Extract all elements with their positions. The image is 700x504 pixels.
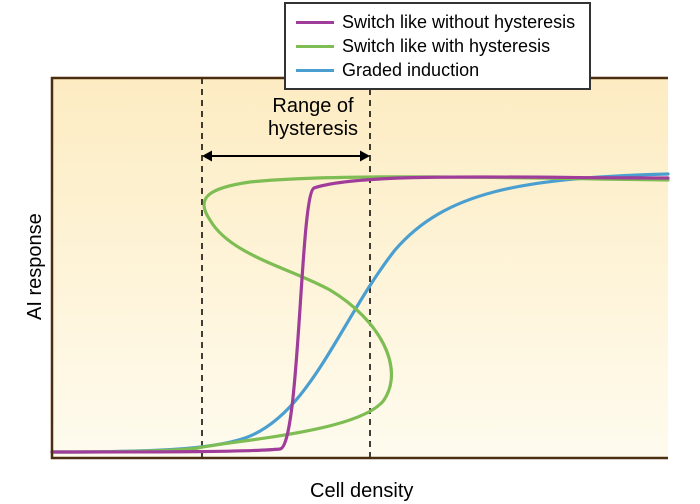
- range-label-line1: Range of: [272, 95, 353, 117]
- legend-item-1: Switch like with hysteresis: [296, 34, 575, 58]
- legend-swatch-0: [296, 21, 334, 24]
- legend: Switch like without hysteresis Switch lik…: [284, 2, 591, 90]
- legend-item-2: Graded induction: [296, 58, 575, 82]
- range-label-line2: hysteresis: [268, 118, 358, 140]
- legend-label-1: Switch like with hysteresis: [342, 36, 550, 57]
- x-axis-label: Cell density: [310, 480, 413, 503]
- legend-item-0: Switch like without hysteresis: [296, 10, 575, 34]
- hysteresis-range-label: Range of hysteresis: [248, 95, 378, 141]
- y-axis-label: AI response: [24, 213, 47, 320]
- legend-swatch-1: [296, 45, 334, 48]
- legend-label-2: Graded induction: [342, 60, 479, 81]
- legend-label-0: Switch like without hysteresis: [342, 12, 575, 33]
- legend-swatch-2: [296, 69, 334, 72]
